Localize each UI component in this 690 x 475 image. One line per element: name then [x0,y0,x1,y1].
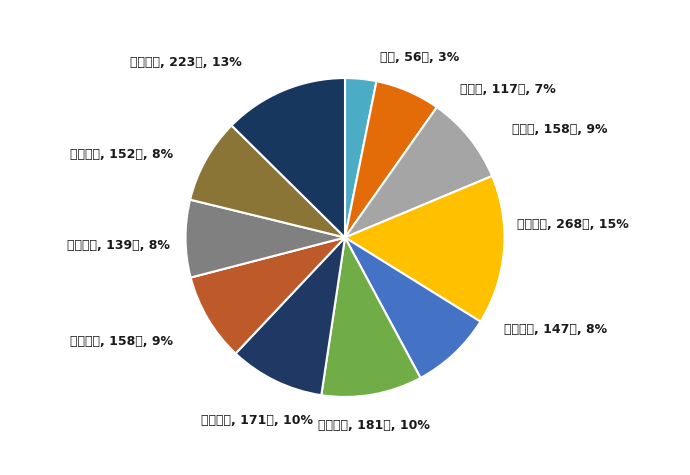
Wedge shape [186,200,345,277]
Wedge shape [190,125,345,238]
Text: １０歳～, 268人, 15%: １０歳～, 268人, 15% [518,218,629,231]
Wedge shape [345,81,437,238]
Wedge shape [190,238,345,353]
Text: ５歳～, 158人, 9%: ５歳～, 158人, 9% [513,123,608,135]
Text: ８０歳～, 223人, 13%: ８０歳～, 223人, 13% [130,56,242,68]
Text: １歳～, 117人, 7%: １歳～, 117人, 7% [460,83,555,95]
Wedge shape [345,176,504,322]
Wedge shape [232,78,345,238]
Text: ３０歳～, 181人, 10%: ３０歳～, 181人, 10% [318,419,430,432]
Text: ６０歳～, 139人, 8%: ６０歳～, 139人, 8% [67,239,170,252]
Wedge shape [322,238,420,397]
Text: ４０歳～, 171人, 10%: ４０歳～, 171人, 10% [201,414,313,428]
Text: ５０歳～, 158人, 9%: ５０歳～, 158人, 9% [70,335,172,348]
Text: ０歳, 56人, 3%: ０歳, 56人, 3% [380,51,460,64]
Wedge shape [345,107,492,238]
Wedge shape [345,238,480,378]
Wedge shape [235,238,345,395]
Text: ２０歳～, 147人, 8%: ２０歳～, 147人, 8% [504,323,608,336]
Wedge shape [345,78,377,238]
Text: ７０歳～, 152人, 8%: ７０歳～, 152人, 8% [70,148,172,161]
